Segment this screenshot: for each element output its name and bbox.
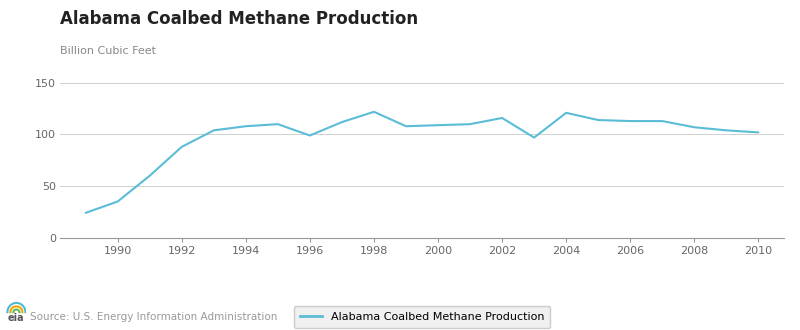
- Text: Billion Cubic Feet: Billion Cubic Feet: [60, 46, 156, 56]
- Text: eia: eia: [8, 313, 25, 323]
- Text: Alabama Coalbed Methane Production: Alabama Coalbed Methane Production: [60, 10, 418, 28]
- Text: Source: U.S. Energy Information Administration: Source: U.S. Energy Information Administ…: [30, 312, 278, 322]
- Legend: Alabama Coalbed Methane Production: Alabama Coalbed Methane Production: [294, 306, 550, 328]
